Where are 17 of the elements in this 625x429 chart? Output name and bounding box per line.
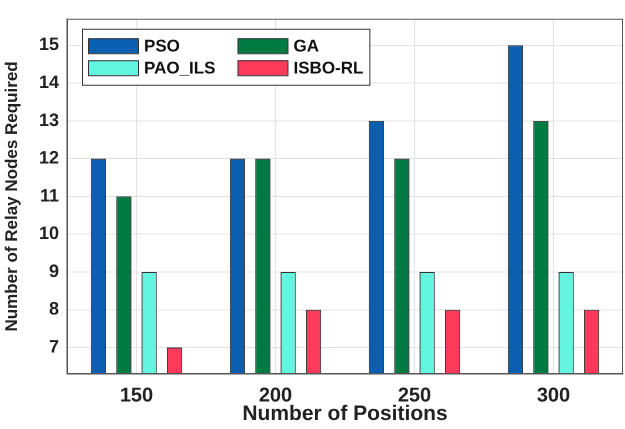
y-tick-label: 7: [48, 336, 59, 357]
legend-label: ISBO-RL: [293, 58, 364, 78]
legend-label: PAO_ILS: [144, 58, 216, 78]
y-tick-label: 15: [38, 34, 59, 54]
y-tick-label: 10: [38, 223, 59, 244]
x-tick-label: 300: [536, 384, 570, 407]
y-tick-label: 14: [38, 72, 59, 92]
legend-label: GA: [293, 36, 319, 56]
x-tick-label: 150: [120, 384, 154, 407]
y-tick-label: 13: [38, 110, 59, 130]
legend-label: PSO: [144, 36, 180, 56]
y-tick-label: 11: [40, 185, 59, 206]
x-axis-title: Number of Positions: [242, 402, 448, 426]
y-tick-label: 9: [48, 260, 59, 281]
y-tick-label: 12: [38, 148, 59, 168]
y-tick-label: 8: [48, 298, 59, 319]
y-axis-title: Number of Relay Nodes Required: [2, 61, 21, 332]
